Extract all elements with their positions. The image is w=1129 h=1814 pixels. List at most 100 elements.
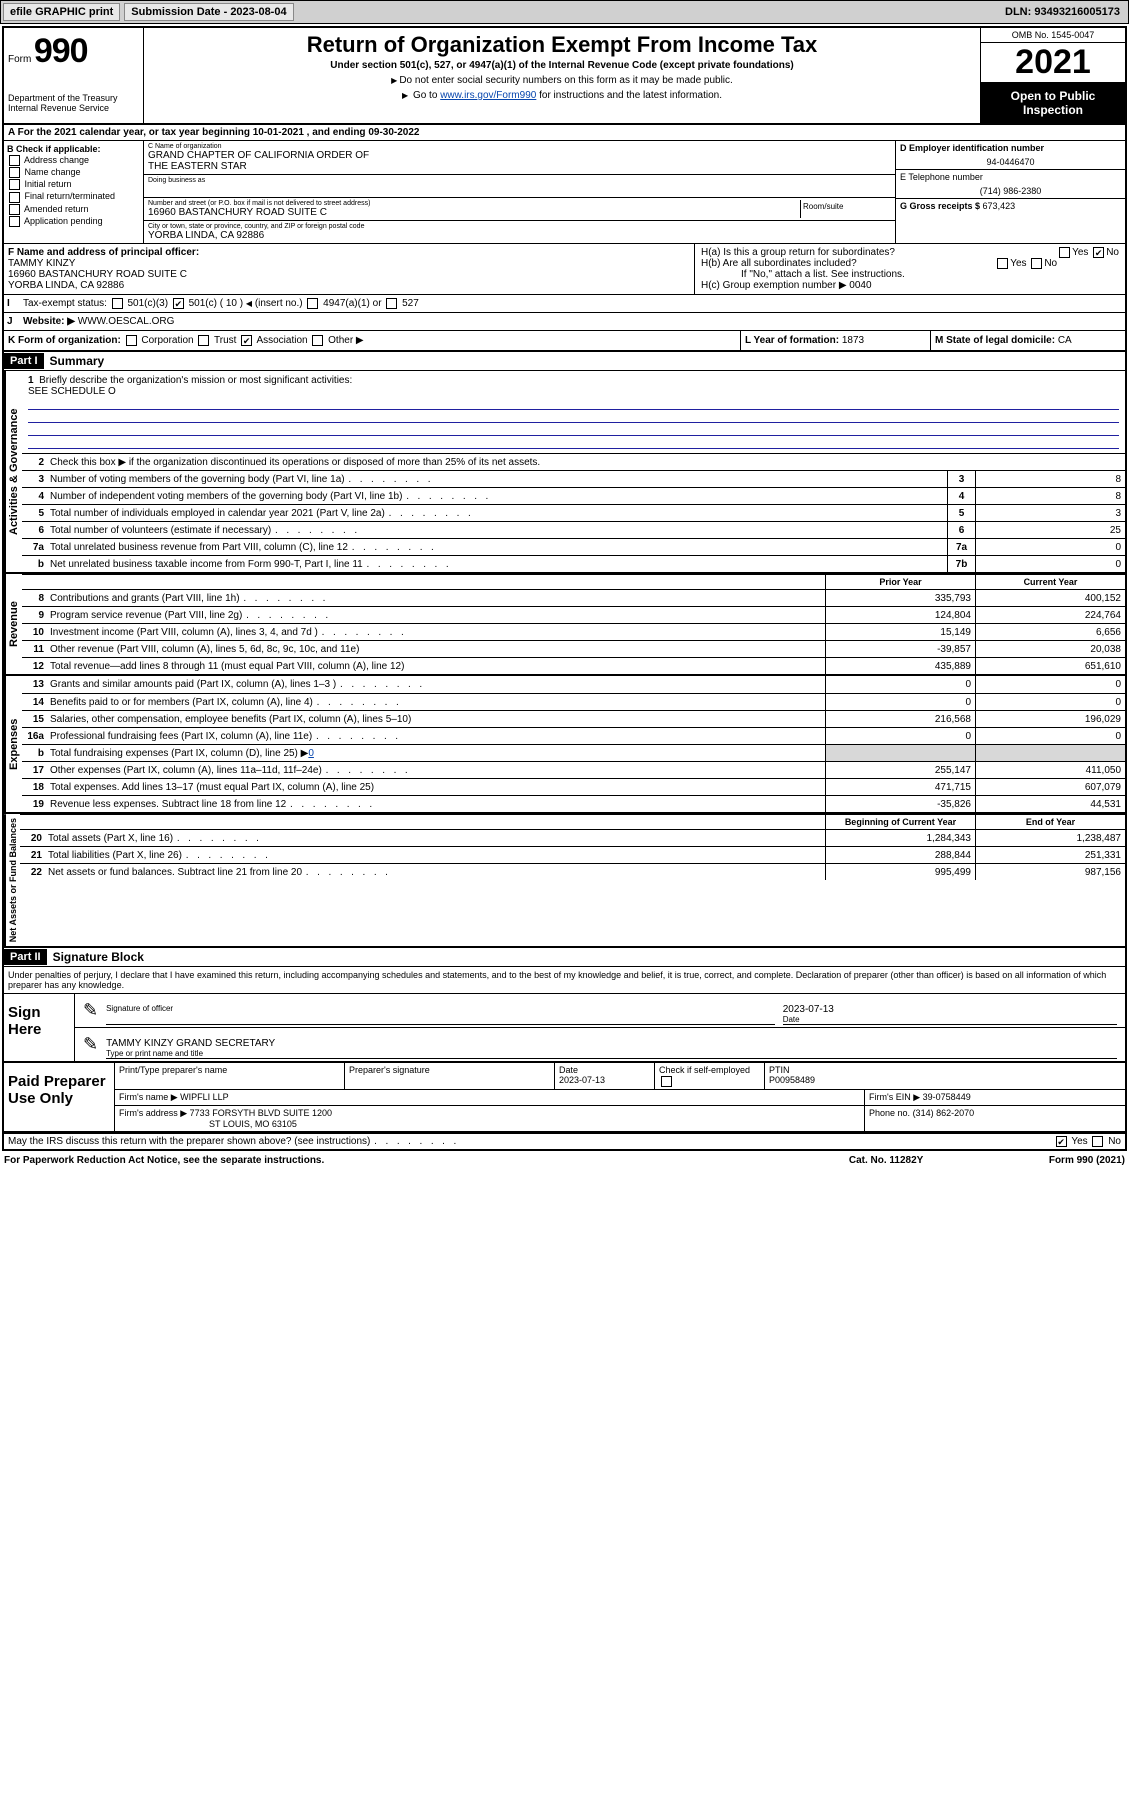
line3: Number of voting members of the governin… <box>48 473 947 486</box>
sign-here-row: Sign Here ✎ Signature of officer 2023-07… <box>4 994 1125 1063</box>
prep-self-employed: Check if self-employed <box>655 1063 765 1088</box>
hdr-beginning: Beginning of Current Year <box>825 815 975 829</box>
discuss-no[interactable] <box>1092 1136 1103 1147</box>
line6: Total number of volunteers (estimate if … <box>48 524 947 537</box>
chk-name-change[interactable]: Name change <box>7 167 140 178</box>
ha-yes[interactable] <box>1059 247 1070 258</box>
city-value: YORBA LINDA, CA 92886 <box>148 230 891 241</box>
chk-application-pending[interactable]: Application pending <box>7 216 140 227</box>
officer-signature-field[interactable]: Signature of officer <box>106 1004 775 1025</box>
chk-corp[interactable] <box>126 335 137 346</box>
line16a: Professional fundraising fees (Part IX, … <box>48 730 825 743</box>
activities-governance-section: Activities & Governance 1 Briefly descri… <box>4 371 1125 574</box>
officer-addr1: 16960 BASTANCHURY ROAD SUITE C <box>8 269 690 280</box>
form-label: Form <box>8 54 31 65</box>
part2-badge: Part II <box>4 949 47 965</box>
line17: Other expenses (Part IX, column (A), lin… <box>48 764 825 777</box>
vlabel-revenue: Revenue <box>4 574 22 674</box>
i-label: Tax-exempt status: <box>23 298 107 309</box>
hdr-current: Current Year <box>975 575 1125 589</box>
chk-address-change[interactable]: Address change <box>7 155 140 166</box>
chk-self-employed[interactable] <box>661 1076 672 1087</box>
hb-no[interactable] <box>1031 258 1042 269</box>
line7b: Net unrelated business taxable income fr… <box>48 558 947 571</box>
line15: Salaries, other compensation, employee b… <box>48 713 825 726</box>
hb-label: H(b) Are all subordinates included? <box>701 258 857 269</box>
form-990-page: Form 990 Department of the Treasury Inte… <box>2 26 1127 1151</box>
form-footer: Form 990 (2021) <box>1049 1155 1125 1166</box>
m-label: M State of legal domicile: <box>935 335 1058 346</box>
chk-trust[interactable] <box>198 335 209 346</box>
line7a-val: 0 <box>975 539 1125 555</box>
discuss-text: May the IRS discuss this return with the… <box>8 1136 1054 1147</box>
prep-name-label: Print/Type preparer's name <box>115 1063 345 1088</box>
ha-no[interactable] <box>1093 247 1104 258</box>
chk-initial-return[interactable]: Initial return <box>7 179 140 190</box>
form-number: 990 <box>34 32 88 70</box>
chk-527[interactable] <box>386 298 397 309</box>
addr-value: 16960 BASTANCHURY ROAD SUITE C <box>148 207 800 218</box>
firm-ein: 39-0758449 <box>923 1092 971 1102</box>
officer-name: TAMMY KINZY <box>8 258 690 269</box>
dba-label: Doing business as <box>148 177 891 184</box>
chk-final-return[interactable]: Final return/terminated <box>7 191 140 202</box>
net-assets-section: Net Assets or Fund Balances Beginning of… <box>4 814 1125 948</box>
dept-label: Department of the Treasury <box>8 93 139 103</box>
chk-other[interactable] <box>312 335 323 346</box>
hb-yes[interactable] <box>997 258 1008 269</box>
chk-501c3[interactable] <box>112 298 123 309</box>
hb-note: If "No," attach a list. See instructions… <box>701 269 1119 280</box>
firm-phone-label: Phone no. <box>869 1108 910 1118</box>
mission-value: SEE SCHEDULE O <box>28 386 1119 397</box>
year-cell: OMB No. 1545-0047 2021 Open to Public In… <box>980 28 1125 123</box>
ein-value: 94-0446470 <box>900 157 1121 167</box>
line21: Total liabilities (Part X, line 26) <box>46 849 825 862</box>
org-name-2: THE EASTERN STAR <box>148 161 891 172</box>
ha-label: H(a) Is this a group return for subordin… <box>701 247 895 258</box>
chk-501c[interactable] <box>173 298 184 309</box>
row-i-tax-status: I Tax-exempt status: 501(c)(3) 501(c) ( … <box>4 295 1125 313</box>
efile-print-button[interactable]: efile GRAPHIC print <box>3 3 120 21</box>
note-link: Go to www.irs.gov/Form990 for instructio… <box>148 90 976 101</box>
column-b-checkboxes: B Check if applicable: Address change Na… <box>4 141 144 243</box>
l-label: L Year of formation: <box>745 335 842 346</box>
form-header: Form 990 Department of the Treasury Inte… <box>4 28 1125 125</box>
chk-amended[interactable]: Amended return <box>7 204 140 215</box>
expenses-section: Expenses 13Grants and similar amounts pa… <box>4 676 1125 814</box>
line16b: Total fundraising expenses (Part IX, col… <box>48 747 825 760</box>
column-c-org: C Name of organization GRAND CHAPTER OF … <box>144 141 895 243</box>
prep-sig-label: Preparer's signature <box>345 1063 555 1088</box>
part1-title: Summary <box>44 352 111 370</box>
chk-assoc[interactable] <box>241 335 252 346</box>
firm-ein-label: Firm's EIN ▶ <box>869 1092 920 1102</box>
form-title: Return of Organization Exempt From Incom… <box>148 32 976 58</box>
line5-val: 3 <box>975 505 1125 521</box>
tel-label: E Telephone number <box>900 172 1121 182</box>
officer-name-field: TAMMY KINZY GRAND SECRETARY Type or prin… <box>106 1038 1117 1059</box>
toolbar: efile GRAPHIC print Submission Date - 20… <box>0 0 1129 24</box>
line16b-val-link[interactable]: 0 <box>308 748 314 759</box>
mission-label: Briefly describe the organization's miss… <box>39 375 352 386</box>
city-label: City or town, state or province, country… <box>148 223 891 230</box>
perjury-statement: Under penalties of perjury, I declare th… <box>4 967 1125 994</box>
chk-4947[interactable] <box>307 298 318 309</box>
sign-date-field: 2023-07-13 Date <box>783 1004 1117 1025</box>
group-return-h: H(a) Is this a group return for subordin… <box>695 244 1125 294</box>
irs-form990-link[interactable]: www.irs.gov/Form990 <box>440 90 536 101</box>
row-k-form-org: K Form of organization: Corporation Trus… <box>4 331 1125 352</box>
firm-name: WIPFLI LLP <box>180 1092 229 1102</box>
discuss-yes[interactable] <box>1056 1136 1067 1147</box>
firm-phone: (314) 862-2070 <box>913 1108 975 1118</box>
vlabel-net-assets: Net Assets or Fund Balances <box>4 814 20 946</box>
line14: Benefits paid to or for members (Part IX… <box>48 696 825 709</box>
title-cell: Return of Organization Exempt From Incom… <box>144 28 980 123</box>
website-value: WWW.OESCAL.ORG <box>78 316 175 327</box>
omb-number: OMB No. 1545-0047 <box>981 28 1125 43</box>
line3-val: 8 <box>975 471 1125 487</box>
part2-title: Signature Block <box>47 948 150 966</box>
line4: Number of independent voting members of … <box>48 490 947 503</box>
hdr-end: End of Year <box>975 815 1125 829</box>
pen-icon: ✎ <box>79 1000 102 1021</box>
hc-label: H(c) Group exemption number ▶ 0040 <box>701 280 1119 291</box>
submission-date-button[interactable]: Submission Date - 2023-08-04 <box>124 3 293 21</box>
